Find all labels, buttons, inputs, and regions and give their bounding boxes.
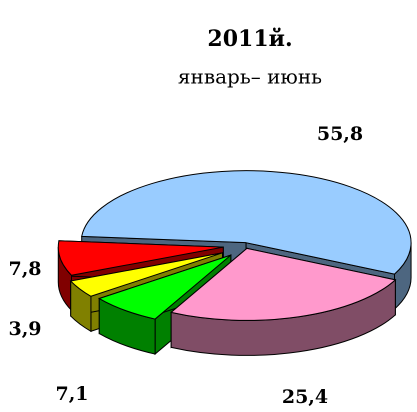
data-label: 7,8 bbox=[8, 258, 41, 280]
slice bbox=[81, 170, 412, 275]
slice bbox=[69, 252, 223, 297]
slice bbox=[170, 247, 397, 321]
data-label: 7,1 bbox=[55, 383, 88, 405]
data-label: 55,8 bbox=[317, 123, 363, 145]
chart-subtitle: январь– июнь bbox=[178, 65, 322, 89]
chart-title: 2011й. bbox=[207, 26, 292, 52]
data-label: 25,4 bbox=[282, 386, 328, 408]
slice bbox=[57, 240, 224, 276]
slice bbox=[98, 254, 232, 320]
data-label: 3,9 bbox=[8, 318, 41, 340]
